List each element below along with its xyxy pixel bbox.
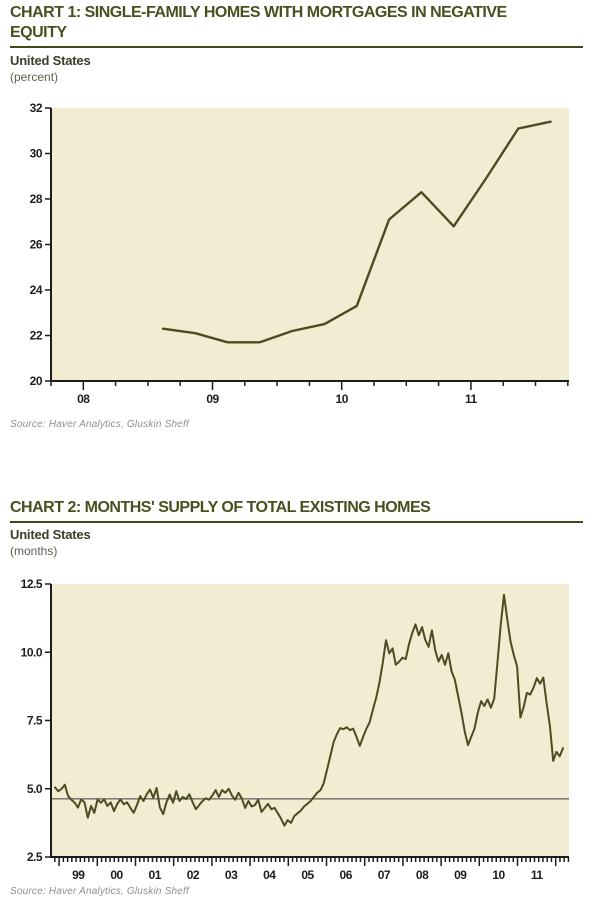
y-tick-label: 2.5: [27, 850, 43, 864]
chart1-source: Source: Haver Analytics, Gluskin Sheff: [10, 419, 189, 430]
chart2-source: Source: Haver Analytics, Gluskin Sheff: [10, 886, 189, 897]
chart1-title-rule: [10, 46, 583, 48]
x-tick-label: 03: [225, 868, 238, 882]
x-tick-label: 08: [77, 392, 90, 406]
chart2-title: CHART 2: MONTHS' SUPPLY OF TOTAL EXISTIN…: [10, 498, 592, 518]
chart1-title: CHART 1: SINGLE-FAMILY HOMES WITH MORTGA…: [10, 3, 592, 43]
chart-2-plot-background: [51, 584, 569, 857]
chart-1-plot-background: [51, 108, 569, 381]
chart2-title-line1: CHART 2: MONTHS' SUPPLY OF TOTAL EXISTIN…: [10, 499, 431, 516]
chart-1-series-line: [161, 120, 552, 344]
y-tick-label: 20: [30, 374, 43, 388]
chart2-plot: 2.5 5.0 7.5 10.0 12.5 99 00 01 02 03 04 05 06 07 08 09 1…: [21, 577, 570, 882]
x-tick-label: 04: [263, 868, 276, 882]
chart2-title-rule: [10, 521, 583, 523]
y-tick-label: 24: [30, 283, 43, 297]
x-tick-label: 01: [149, 868, 162, 882]
y-tick-label: 26: [30, 238, 43, 252]
x-tick-label: 11: [531, 868, 544, 882]
chart1-unit-label: (percent): [10, 70, 59, 84]
x-tick-label: 08: [416, 868, 429, 882]
chart1-title-line1: CHART 1: SINGLE-FAMILY HOMES WITH MORTGA…: [10, 4, 507, 21]
y-tick-label: 5.0: [27, 782, 43, 796]
chart2-region-label: United States: [10, 527, 91, 542]
y-tick-label: 32: [30, 101, 43, 115]
y-tick-label: 30: [30, 147, 43, 161]
x-tick-label: 99: [72, 868, 85, 882]
x-tick-label: 06: [340, 868, 353, 882]
x-tick-label: 10: [336, 392, 349, 406]
chart1-plot: 20 22 24 26 28 30 32 08 09 10 11: [30, 101, 569, 406]
x-tick-label: 02: [187, 868, 200, 882]
x-tick-label: 11: [465, 392, 478, 406]
x-tick-label: 10: [492, 868, 505, 882]
x-tick-label: 07: [378, 868, 391, 882]
chart2-unit-label: (months): [10, 544, 58, 558]
y-tick-label: 7.5: [27, 714, 43, 728]
x-tick-label: 09: [206, 392, 219, 406]
y-tick-label: 12.5: [21, 577, 43, 591]
chart1-region-label: United States: [10, 53, 91, 68]
y-tick-label: 22: [30, 329, 43, 343]
x-tick-label: 00: [110, 868, 123, 882]
y-tick-label: 28: [30, 192, 43, 206]
chart1-title-line2: EQUITY: [10, 24, 67, 41]
y-tick-label: 10.0: [21, 645, 43, 659]
x-tick-label: 09: [454, 868, 467, 882]
x-tick-label: 05: [301, 868, 314, 882]
chart-2-series-line: [54, 593, 564, 827]
